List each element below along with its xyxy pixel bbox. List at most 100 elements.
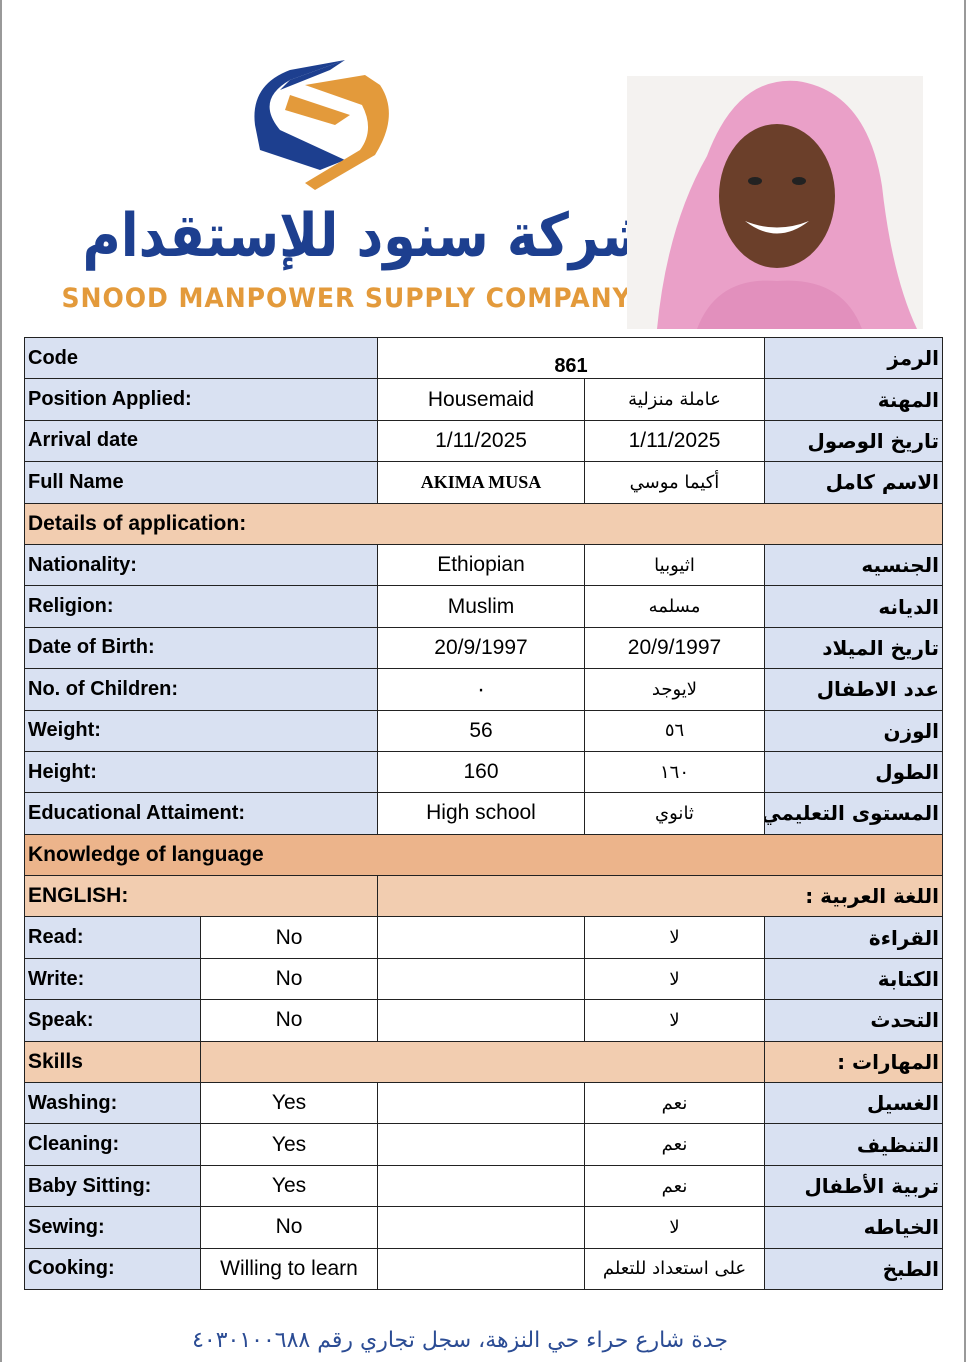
label-ar: الخياطه (764, 1206, 943, 1249)
row-code: Code 861 الرمز (24, 336, 943, 380)
applicant-photo (627, 76, 923, 329)
label-en: Speak: (24, 999, 201, 1042)
row-language: Speak: No لا التحدث (24, 999, 943, 1042)
value-ar: على استعداد للتعلم (584, 1247, 765, 1290)
label-ar: التنظيف (764, 1123, 943, 1166)
empty-cell (377, 999, 585, 1042)
label-en: Baby Sitting: (24, 1164, 201, 1208)
empty-cell (377, 1247, 585, 1290)
label-ar: الرمز (764, 336, 943, 380)
label-en: Washing: (24, 1082, 201, 1125)
label-en: Write: (24, 957, 201, 1001)
value-en: Yes (200, 1123, 378, 1166)
company-name-arabic-box: شركة سنود للإستقدام (40, 196, 653, 276)
label-ar: المهنة (764, 378, 943, 421)
label-ar: الوزن (764, 709, 943, 752)
value-ar: لا (584, 999, 765, 1042)
company-name-english: SNOOD MANPOWER SUPPLY COMPANY (61, 283, 632, 314)
label-en: Weight: (24, 709, 378, 752)
label-ar: عدد الاطفال (764, 668, 943, 711)
row-detail: No. of Children: ٠ لايوجد عدد الاطفال (24, 668, 943, 711)
section-language: Knowledge of language (24, 833, 943, 877)
label-en: Position Applied: (24, 378, 378, 421)
label-ar: الطبخ (764, 1247, 943, 1290)
label-en: Full Name (24, 461, 378, 504)
row-detail: Educational Attaiment: High school ثانوي ال… (24, 792, 943, 835)
label-ar: الجنسيه (764, 543, 943, 587)
value-en: No (200, 957, 378, 1001)
person-photo-icon (627, 76, 923, 329)
value-ar: اثيوبيا (584, 543, 765, 587)
value-en: Yes (200, 1164, 378, 1208)
value-ar: مسلمه (584, 585, 765, 628)
value-ar: لا (584, 916, 765, 959)
label-en: Religion: (24, 585, 378, 628)
label-en: Cleaning: (24, 1123, 201, 1166)
value-en: 56 (377, 709, 585, 752)
row-detail: Nationality: Ethiopian اثيوبيا الجنسيه (24, 543, 943, 587)
row-top: Arrival date 1/11/2025 1/11/2025 تاريخ الوص… (24, 419, 943, 463)
row-detail: Religion: Muslim مسلمه الديانه (24, 585, 943, 628)
applicant-details-table: Code 861 الرمز Position Applied: Housemaid عا… (24, 336, 943, 1290)
value-en: AKIMA MUSA (377, 461, 585, 504)
row-skill: Washing: Yes نعم الغسيل (24, 1082, 943, 1125)
section-header-ar: المهارات : (764, 1040, 943, 1084)
label-ar: الديانه (764, 585, 943, 628)
label-ar: التحدث (764, 999, 943, 1042)
value-en: Willing to learn (200, 1247, 378, 1290)
code-value: 861 (377, 336, 765, 380)
label-ar: تاريخ الوصول (764, 419, 943, 463)
label-en: Date of Birth: (24, 626, 378, 670)
value-ar: لايوجد (584, 668, 765, 711)
company-name-arabic: شركة سنود للإستقدام (82, 201, 653, 271)
value-ar: نعم (584, 1164, 765, 1208)
arabic-label: اللغة العربية : (377, 875, 943, 918)
label-ar: الكتابة (764, 957, 943, 1001)
value-en: No (200, 916, 378, 959)
label-ar: المستوى التعليمي (764, 792, 943, 835)
value-ar: نعم (584, 1123, 765, 1166)
company-address-footer-box: جدة شارع حراء حي النزهة، سجل تجاري رقم ٤… (180, 1326, 740, 1356)
label-ar: القراءة (764, 916, 943, 959)
label-ar: تاريخ الميلاد (764, 626, 943, 670)
value-en: Ethiopian (377, 543, 585, 587)
label-ar: الاسم كامل (764, 461, 943, 504)
label-en: Height: (24, 750, 378, 794)
value-ar: لا (584, 1206, 765, 1249)
value-en: No (200, 1206, 378, 1249)
label-en: Sewing: (24, 1206, 201, 1249)
label-en: Cooking: (24, 1247, 201, 1290)
label-en: No. of Children: (24, 668, 378, 711)
value-en: 160 (377, 750, 585, 794)
value-ar: نعم (584, 1082, 765, 1125)
row-detail: Date of Birth: 20/9/1997 20/9/1997 تاريخ ال… (24, 626, 943, 670)
label-en: Arrival date (24, 419, 378, 463)
value-ar: 1/11/2025 (584, 419, 765, 463)
value-en: Yes (200, 1082, 378, 1125)
row-skill: Cleaning: Yes نعم التنظيف (24, 1123, 943, 1166)
row-detail: Weight: 56 ٥٦ الوزن (24, 709, 943, 752)
value-ar: 20/9/1997 (584, 626, 765, 670)
empty-cell (377, 1206, 585, 1249)
label-en: Nationality: (24, 543, 378, 587)
row-top: Position Applied: Housemaid عاملة منزلية ال… (24, 378, 943, 421)
value-en: No (200, 999, 378, 1042)
section-header: Details of application: (24, 502, 943, 545)
row-skill: Baby Sitting: Yes نعم تربية الأطفال (24, 1164, 943, 1208)
label-en: Educational Attaiment: (24, 792, 378, 835)
empty-cell (377, 916, 585, 959)
section-skills: Skills المهارات : (24, 1040, 943, 1084)
value-ar: ثانوي (584, 792, 765, 835)
value-en: 20/9/1997 (377, 626, 585, 670)
value-ar: ١٦٠ (584, 750, 765, 794)
row-language: Read: No لا القراءة (24, 916, 943, 959)
empty-cell (377, 1082, 585, 1125)
value-en: High school (377, 792, 585, 835)
section-header: Knowledge of language (24, 833, 943, 877)
value-en: 1/11/2025 (377, 419, 585, 463)
label-ar: الطول (764, 750, 943, 794)
value-en: ٠ (377, 668, 585, 711)
value-ar: أكيما موسي (584, 461, 765, 504)
value-ar: عاملة منزلية (584, 378, 765, 421)
